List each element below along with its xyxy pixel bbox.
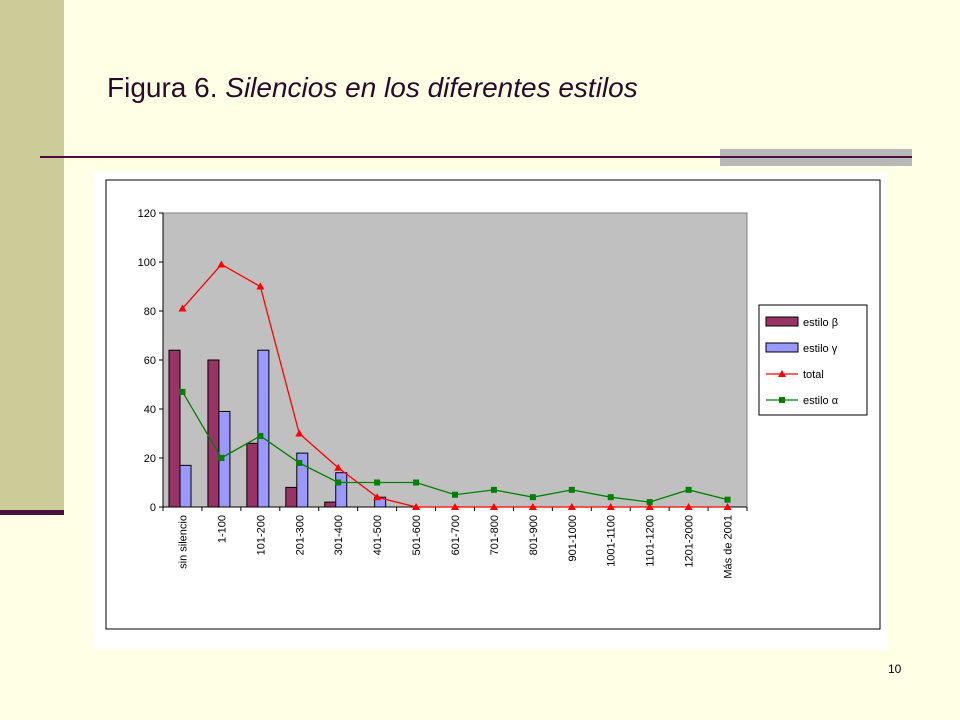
slide-title: Figura 6. Silencios en los diferentes es… [107, 72, 638, 104]
x-tick-label: 1-100 [216, 515, 228, 543]
x-tick-label: 1101-1200 [645, 515, 657, 567]
x-tick-label: 1001-1100 [606, 515, 618, 567]
marker-total [723, 503, 732, 510]
x-tick-label: 401-500 [372, 515, 384, 555]
marker-estilo-alpha [490, 486, 497, 493]
slide-title-prefix: Figura 6. [107, 72, 226, 103]
bar-estilo-beta [324, 501, 337, 508]
y-tick-label: 80 [144, 306, 156, 318]
y-tick-label: 100 [138, 257, 156, 269]
legend-label-estilo-alpha: estilo α [803, 395, 839, 407]
bar-estilo-gamma [179, 464, 192, 508]
marker-estilo-alpha [296, 459, 303, 466]
marker-total [645, 503, 654, 510]
x-tick-label: 801-900 [528, 515, 540, 555]
bar-estilo-gamma [296, 452, 309, 508]
chart-legend: estilo β estilo γ total estilo α [758, 304, 868, 416]
bar-estilo-beta [168, 349, 181, 508]
bar-estilo-gamma [257, 349, 270, 508]
bar-estilo-beta [246, 442, 259, 508]
legend-marker-total [778, 370, 786, 377]
marker-total [256, 282, 265, 290]
legend-marker-estilo-alpha [779, 397, 785, 403]
marker-estilo-alpha [685, 486, 692, 493]
legend-swatch-estilo-gamma [765, 342, 799, 353]
x-tick-label: 901-1000 [567, 515, 579, 562]
legend-label-estilo-gamma: estilo γ [803, 343, 838, 355]
marker-total [567, 503, 576, 510]
bar-line-chart: 0 20 40 60 80 100 120 sin silencio 1-100 101-200 2… [105, 179, 881, 630]
marker-total [412, 503, 421, 510]
chart-container: 0 20 40 60 80 100 120 sin silencio 1-100 101-200 2… [94, 172, 888, 650]
x-tick-label: 201-300 [294, 515, 306, 555]
x-tick-label: sin silencio [177, 515, 189, 569]
x-tick-label: 1201-2000 [684, 515, 696, 568]
marker-estilo-alpha [335, 479, 342, 486]
y-tick-label: 60 [144, 355, 156, 367]
marker-estilo-alpha [374, 479, 381, 486]
marker-total [451, 503, 459, 510]
marker-estilo-alpha [257, 432, 264, 439]
marker-estilo-alpha [724, 496, 731, 503]
marker-estilo-alpha [413, 479, 420, 486]
slide-title-italic: Silencios en los diferentes estilos [225, 72, 638, 103]
legend-label-total: total [803, 369, 824, 381]
marker-total [178, 304, 187, 312]
bar-estilo-beta [285, 486, 298, 508]
bar-estilo-gamma [335, 472, 348, 508]
left-band-underline [0, 510, 64, 515]
marker-estilo-alpha [568, 486, 575, 493]
left-decorative-band [0, 0, 64, 510]
marker-estilo-alpha [179, 388, 186, 395]
y-tick-label: 20 [144, 453, 156, 465]
bar-estilo-gamma [374, 496, 387, 508]
x-tick-label: 501-600 [411, 515, 423, 555]
bar-estilo-beta [207, 359, 220, 508]
marker-total [217, 260, 226, 268]
legend-label-estilo-beta: estilo β [803, 317, 838, 329]
marker-total [334, 463, 343, 471]
legend-swatch-estilo-beta [765, 316, 799, 327]
marker-total [528, 503, 537, 510]
marker-estilo-alpha [646, 499, 653, 506]
x-tick-label: 101-200 [255, 515, 267, 555]
marker-total [373, 493, 382, 501]
marker-estilo-alpha [452, 491, 458, 498]
page-number: 10 [888, 662, 902, 676]
x-tick-label: 301-400 [333, 515, 345, 555]
y-tick-label: 0 [150, 502, 156, 514]
marker-total [295, 429, 304, 437]
title-rule [40, 156, 912, 158]
marker-estilo-alpha [607, 494, 614, 501]
marker-total [684, 503, 693, 510]
marker-total [489, 503, 498, 510]
x-tick-label: 601-700 [450, 515, 462, 555]
title-rule-accent [720, 156, 912, 158]
y-tick-label: 40 [144, 404, 156, 416]
y-tick-label: 120 [138, 208, 156, 220]
marker-estilo-alpha [529, 494, 536, 501]
marker-total [606, 503, 615, 510]
x-tick-label: 701-800 [489, 515, 501, 555]
x-tick-label: Más de 2001 [723, 515, 735, 579]
marker-estilo-alpha [218, 455, 225, 461]
